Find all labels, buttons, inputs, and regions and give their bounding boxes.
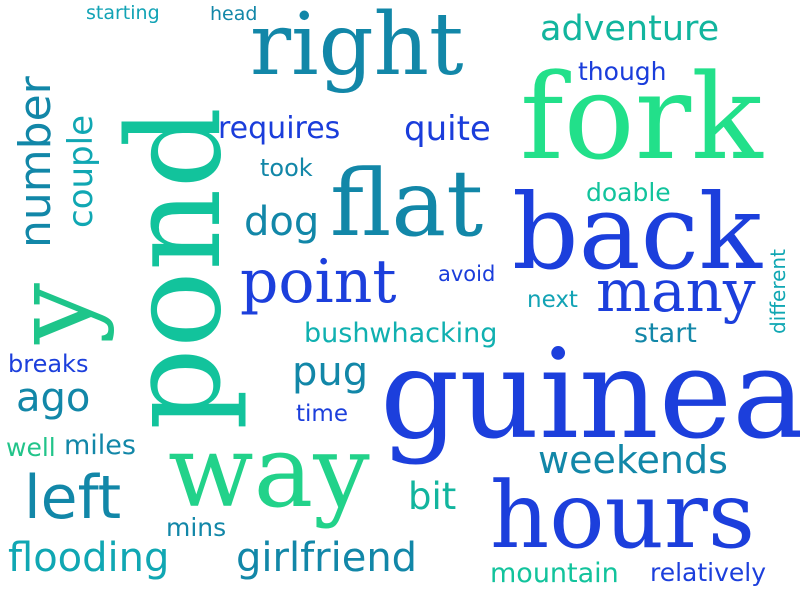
word-couple: couple — [61, 115, 101, 228]
word-hours: hours — [490, 462, 756, 569]
word-requires: requires — [218, 111, 341, 146]
word-dog: dog — [244, 199, 320, 245]
word-different: different — [766, 249, 790, 334]
word-guinea: guinea — [380, 323, 800, 467]
word-point: point — [240, 247, 397, 317]
word-flooding: flooding — [8, 535, 170, 581]
word-took: took — [260, 154, 313, 182]
word-avoid: avoid — [438, 262, 496, 286]
word-number: number — [10, 76, 61, 248]
word-back: back — [512, 171, 762, 293]
word-pond: pond — [101, 106, 250, 430]
word-many: many — [596, 257, 756, 325]
word-bushwhacking: bushwhacking — [304, 318, 498, 349]
word-y: y — [0, 282, 116, 344]
word-weekends: weekends — [538, 438, 728, 482]
word-pug: pug — [292, 349, 369, 395]
word-left: left — [24, 463, 122, 533]
word-fork: fork — [520, 48, 763, 186]
word-adventure: adventure — [540, 9, 720, 49]
word-next: next — [527, 287, 578, 313]
word-ago: ago — [16, 375, 91, 421]
word-miles: miles — [64, 430, 136, 461]
word-flat: flat — [330, 150, 484, 257]
word-starting: starting — [86, 2, 160, 24]
word-though: though — [578, 57, 667, 86]
word-relatively: relatively — [650, 558, 767, 587]
word-time: time — [296, 401, 348, 427]
word-doable: doable — [586, 178, 671, 207]
word-well: well — [6, 433, 56, 462]
word-start: start — [634, 318, 697, 349]
word-way: way — [168, 413, 370, 530]
word-breaks: breaks — [8, 350, 89, 378]
word-quite: quite — [404, 109, 491, 149]
word-mountain: mountain — [490, 558, 619, 589]
word-girlfriend: girlfriend — [236, 535, 418, 581]
word-right: right — [250, 0, 464, 95]
word-head: head — [210, 3, 258, 25]
word-bit: bit — [408, 475, 457, 518]
word-mins: mins — [166, 513, 227, 542]
